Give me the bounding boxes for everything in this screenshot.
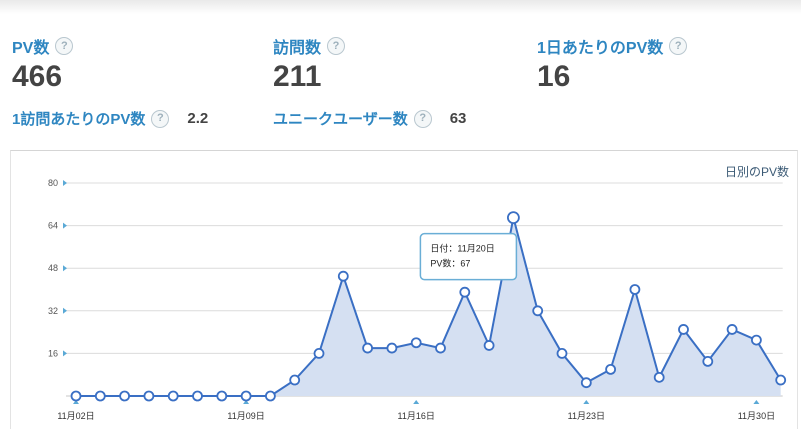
x-tick-marker — [73, 400, 79, 404]
data-point — [653, 371, 665, 383]
data-point — [386, 342, 398, 354]
data-point — [192, 390, 203, 402]
tooltip-date: 日付：11月20日 — [430, 244, 494, 254]
stat-visits-label: 訪問数 ? — [273, 34, 346, 58]
y-tick-label: 32 — [48, 306, 58, 316]
substat-unique-users-label: ユニークユーザー数 ? — [273, 108, 432, 129]
data-point — [506, 211, 520, 225]
stat-pv-label: PV数 ? — [12, 34, 74, 58]
substat-pv-per-visit: 1訪問あたりのPV数 ? 2.2 — [12, 108, 208, 129]
stat-pv-per-day-label: 1日あたりのPV数 ? — [537, 34, 688, 58]
y-tick-marker — [63, 307, 67, 314]
y-tick-label: 16 — [48, 348, 58, 358]
data-point — [216, 390, 228, 402]
data-point — [726, 324, 738, 335]
data-point — [119, 390, 130, 402]
stat-pv-per-day: 1日あたりのPV数 ? 16 — [537, 34, 688, 94]
data-point — [751, 334, 762, 346]
data-point — [70, 390, 82, 402]
data-point — [459, 286, 471, 298]
x-tick-marker — [753, 400, 760, 404]
stat-visits-label-text: 訪問数 — [273, 40, 322, 57]
stat-pv-per-day-value: 16 — [537, 60, 571, 93]
substat-pv-per-visit-label: 1訪問あたりのPV数 ? — [12, 108, 170, 129]
substat-unique-users-value: 63 — [449, 110, 467, 127]
x-tick-label: 11月30日 — [738, 411, 775, 421]
data-point — [605, 363, 616, 375]
x-tick-marker — [413, 400, 420, 404]
stat-pv-per-day-label-text: 1日あたりのPV数 — [537, 40, 664, 57]
data-point — [580, 377, 592, 389]
data-points — [70, 211, 787, 402]
data-point — [264, 390, 276, 402]
data-point — [702, 355, 714, 367]
data-point — [678, 324, 689, 335]
substat-unique-users-label-text: ユニークユーザー数 — [273, 111, 408, 128]
chart-panel: 日別のPV数 16 32 48 64 80 11月02日 11月09日 11月16日 11月23… — [10, 150, 798, 429]
daily-pv-chart: 16 32 48 64 80 11月02日 11月09日 11月16日 11月23日 11月30日… — [48, 178, 787, 421]
help-icon[interactable]: ? — [413, 109, 432, 128]
x-tick-label: 11月02日 — [57, 411, 94, 421]
data-point — [532, 305, 544, 317]
data-point — [556, 347, 568, 359]
data-point — [337, 270, 349, 282]
help-icon[interactable]: ? — [151, 109, 170, 128]
data-point — [629, 284, 641, 295]
tooltip-box — [419, 232, 518, 281]
y-tick-marker — [63, 265, 67, 272]
substat-pv-per-visit-label-text: 1訪問あたりのPV数 — [12, 111, 146, 128]
stat-pv: PV数 ? 466 — [12, 34, 74, 94]
data-point — [410, 337, 422, 349]
y-tick-marker — [63, 350, 67, 357]
data-point — [483, 340, 495, 351]
stat-pv-value: 466 — [12, 60, 63, 93]
stat-visits-value: 211 — [273, 60, 322, 93]
data-point — [775, 374, 787, 386]
y-tick-label: 80 — [48, 178, 58, 188]
data-point — [435, 342, 446, 354]
series-area — [76, 217, 781, 396]
substat-unique-users: ユニークユーザー数 ? 63 — [273, 108, 466, 129]
stat-visits: 訪問数 ? 211 — [273, 34, 346, 94]
tooltip: 日付：11月20日 PV数：67 — [419, 232, 518, 281]
y-tick-label: 48 — [48, 263, 58, 273]
data-point — [313, 347, 325, 359]
data-point — [167, 390, 179, 402]
x-tick-label: 11月16日 — [398, 411, 435, 421]
y-tick-marker — [63, 180, 67, 186]
tooltip-value: PV数：67 — [430, 258, 470, 269]
y-tick-label: 64 — [48, 221, 58, 231]
data-point — [362, 342, 374, 354]
x-tick-label: 11月09日 — [227, 411, 264, 421]
help-icon[interactable]: ? — [669, 37, 688, 55]
data-point — [240, 390, 252, 402]
chart-title: 日別のPV数 — [724, 165, 789, 179]
data-point — [94, 390, 106, 402]
x-tick-marker — [583, 400, 590, 404]
substat-pv-per-visit-value: 2.2 — [187, 110, 209, 127]
x-tick-marker — [243, 400, 250, 404]
x-tick-label: 11月23日 — [568, 411, 605, 421]
data-point — [143, 390, 155, 402]
top-shadow — [0, 0, 801, 14]
help-icon[interactable]: ? — [327, 37, 346, 55]
data-point — [289, 374, 301, 386]
y-tick-marker — [63, 222, 67, 229]
stat-pv-label-text: PV数 — [12, 40, 50, 57]
help-icon[interactable]: ? — [55, 37, 74, 55]
